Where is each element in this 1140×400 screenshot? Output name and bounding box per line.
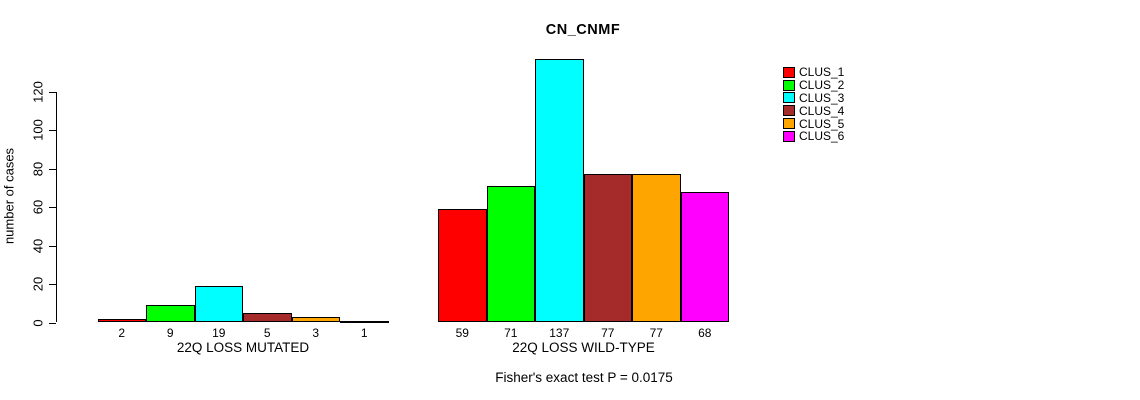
legend-item-clus_1: CLUS_1 <box>783 66 844 79</box>
chart-title: CN_CNMF <box>545 22 621 38</box>
bar-value-label: 59 <box>455 326 469 340</box>
legend-label: CLUS_4 <box>799 103 845 118</box>
bar-clus_6 <box>340 320 389 323</box>
legend-item-clus_5: CLUS_5 <box>783 117 844 130</box>
legend-item-clus_6: CLUS_6 <box>783 130 844 143</box>
bar-value-label: 2 <box>118 326 126 340</box>
y-axis-line <box>56 91 57 323</box>
bar-clus_5 <box>291 316 340 323</box>
bar-clus_2 <box>486 185 535 323</box>
y-tick-label: 40 <box>30 238 46 253</box>
legend-label: CLUS_1 <box>799 65 845 80</box>
legend-label: CLUS_3 <box>799 90 845 105</box>
bar-clus_1 <box>438 208 487 323</box>
y-tick-label: 80 <box>30 161 46 176</box>
bar-value-label: 5 <box>263 326 271 340</box>
legend-label: CLUS_5 <box>799 116 845 131</box>
bar-value-label: 137 <box>549 326 570 340</box>
legend-swatch-icon <box>783 105 795 117</box>
legend-item-clus_3: CLUS_3 <box>783 92 844 105</box>
bar-clus_3 <box>194 285 243 323</box>
group-label: 22Q LOSS WILD-TYPE <box>512 340 655 355</box>
legend-item-clus_2: CLUS_2 <box>783 79 844 92</box>
y-axis-label: number of cases <box>1 147 17 245</box>
bar-value-label: 77 <box>601 326 615 340</box>
bar-clus_1 <box>97 318 146 323</box>
y-tick-mark <box>49 207 56 209</box>
bar-value-label: 77 <box>649 326 663 340</box>
group-label: 22Q LOSS MUTATED <box>176 340 310 355</box>
bar-value-label: 3 <box>312 326 320 340</box>
legend-swatch-icon <box>783 92 795 104</box>
bar-clus_3 <box>535 58 584 323</box>
y-tick-label: 60 <box>30 199 46 215</box>
legend-swatch-icon <box>783 130 795 142</box>
bar-clus_4 <box>243 312 292 323</box>
legend-swatch-icon <box>783 79 795 91</box>
y-tick-label: 20 <box>30 276 46 292</box>
y-tick-mark <box>49 168 56 170</box>
fisher-test-annotation: Fisher's exact test P = 0.0175 <box>495 370 673 385</box>
y-tick-mark <box>49 130 56 132</box>
bar-clus_2 <box>146 305 195 323</box>
bar-value-label: 9 <box>166 326 174 340</box>
legend-label: CLUS_6 <box>799 129 845 144</box>
bar-clus_6 <box>680 191 729 323</box>
legend-label: CLUS_2 <box>799 78 845 93</box>
y-tick-mark <box>49 322 56 324</box>
bar-value-label: 68 <box>698 326 712 340</box>
bar-clus_4 <box>583 174 632 323</box>
y-tick-label: 120 <box>30 80 46 103</box>
bar-clus_5 <box>632 174 681 323</box>
y-tick-mark <box>49 245 56 247</box>
y-tick-mark <box>49 91 56 93</box>
bar-value-label: 71 <box>504 326 518 340</box>
y-tick-mark <box>49 284 56 286</box>
legend-swatch-icon <box>783 66 795 78</box>
y-tick-label: 100 <box>30 119 46 141</box>
legend-swatch-icon <box>783 118 795 130</box>
y-tick-label: 0 <box>30 318 46 327</box>
bar-value-label: 19 <box>212 326 226 340</box>
legend-item-clus_4: CLUS_4 <box>783 104 844 117</box>
bar-value-label: 1 <box>360 326 368 340</box>
